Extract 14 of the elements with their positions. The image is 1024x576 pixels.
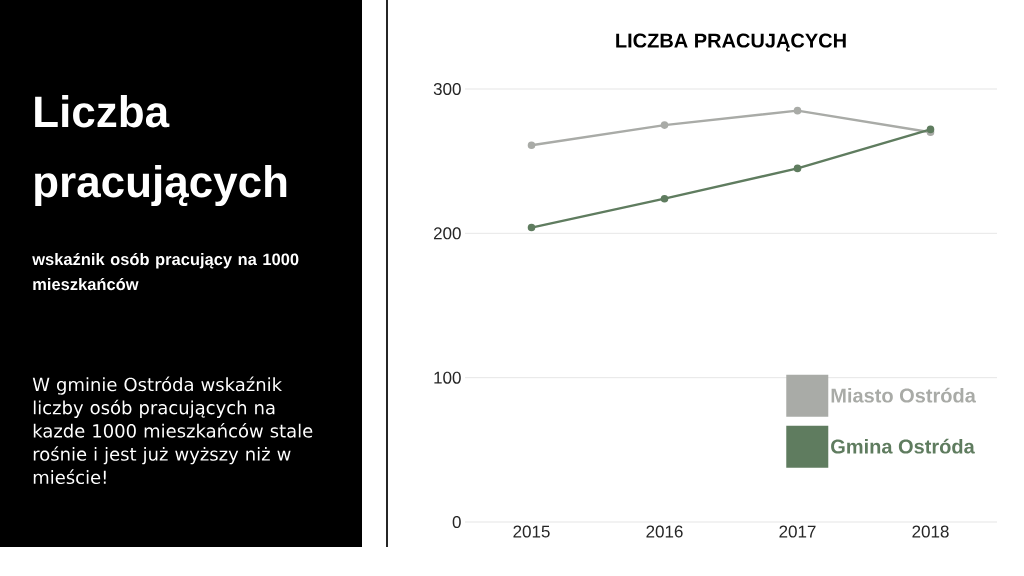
legend-label: Gmina Ostróda: [831, 438, 975, 454]
text: wskaźnik osób pracujący na 1000 mieszkańców: [32, 252, 299, 291]
y-tick-label: 0: [452, 515, 461, 529]
x-tick-label: 2018: [912, 525, 949, 538]
y-tick-label: 100: [434, 371, 461, 384]
x-tick-label: 2015: [513, 525, 550, 538]
y-tick-label: 200: [433, 227, 461, 240]
x-tick-label: 2016: [646, 525, 683, 538]
legend-label: Miasto Ostróda: [831, 387, 976, 403]
chart-title: LICZBA PRACUJĄCYCH: [616, 33, 846, 52]
text: Liczba pracujących: [35, 95, 287, 207]
x-tick-label: 2017: [779, 525, 816, 538]
y-tick-label: 300: [433, 82, 461, 96]
text: W gminie Ostróda wskaźnik liczby osób pracujących na kazde 1000 mieszkańców stale rośnie i jest już wyższy niż w mieście!: [32, 376, 313, 485]
